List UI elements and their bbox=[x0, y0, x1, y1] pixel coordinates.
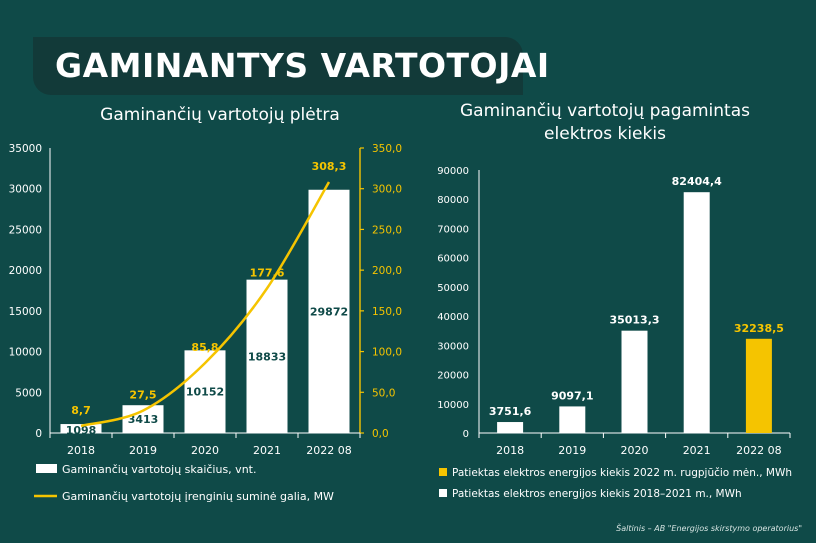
right-y-tick-label: 300,0 bbox=[372, 184, 402, 196]
right-x-tick-label: 2020 bbox=[621, 444, 649, 457]
right-y-tick-label: 20000 bbox=[437, 371, 469, 382]
left-y-tick-label: 5000 bbox=[15, 387, 42, 399]
capacity-label: 177,6 bbox=[250, 266, 285, 279]
right-bar bbox=[559, 406, 586, 433]
right-legend-label: Patiektas elektros energijos kiekis 2022… bbox=[452, 467, 792, 479]
right-y-tick-label: 10000 bbox=[437, 400, 469, 411]
right-bar bbox=[497, 422, 524, 433]
right-bar-label: 9097,1 bbox=[551, 389, 593, 402]
left-bar-label: 3413 bbox=[128, 413, 159, 426]
right-y-tick-label: 200,0 bbox=[372, 265, 402, 277]
right-legend-swatch bbox=[439, 468, 447, 476]
right-x-tick-label: 2022 08 bbox=[736, 444, 782, 457]
left-x-tick-label: 2021 bbox=[253, 444, 281, 457]
left-y-tick-label: 15000 bbox=[9, 306, 42, 318]
right-x-tick-label: 2019 bbox=[558, 444, 586, 457]
left-bar-label: 29872 bbox=[310, 305, 348, 318]
capacity-label: 85,8 bbox=[191, 341, 218, 354]
left-y-tick-label: 10000 bbox=[9, 347, 42, 359]
right-y-tick-label: 50,0 bbox=[372, 387, 395, 399]
right-y-tick-label: 0,0 bbox=[372, 428, 389, 440]
right-y-tick-label: 0 bbox=[463, 429, 469, 440]
left-legend-label-line: Gaminančių vartotojų įrenginių suminė ga… bbox=[62, 490, 334, 503]
capacity-label: 8,7 bbox=[71, 404, 91, 417]
right-chart-title: Gaminančių vartotojų pagamintas elektros… bbox=[459, 101, 750, 144]
left-bar bbox=[308, 189, 350, 433]
right-legend-swatch bbox=[439, 489, 447, 497]
right-y-tick-label: 70000 bbox=[437, 224, 469, 235]
left-x-tick-label: 2018 bbox=[67, 444, 95, 457]
right-bar-label: 3751,6 bbox=[489, 405, 532, 418]
right-y-tick-label: 80000 bbox=[437, 195, 469, 206]
left-y-tick-label: 20000 bbox=[9, 265, 42, 277]
right-x-tick-label: 2021 bbox=[683, 444, 711, 457]
right-bar-label: 32238,5 bbox=[734, 322, 784, 335]
capacity-label: 308,3 bbox=[312, 160, 347, 173]
right-y-tick-label: 250,0 bbox=[372, 224, 402, 236]
source-note: Šaltinis – AB "Energijos skirstymo opera… bbox=[616, 524, 802, 533]
right-x-tick-label: 2018 bbox=[496, 444, 524, 457]
title-banner bbox=[33, 37, 523, 95]
left-x-tick-label: 2019 bbox=[129, 444, 157, 457]
left-bar bbox=[246, 279, 288, 433]
right-y-tick-label: 350,0 bbox=[372, 143, 402, 155]
right-y-tick-label: 50000 bbox=[437, 283, 469, 294]
right-y-tick-label: 100,0 bbox=[372, 347, 402, 359]
left-y-tick-label: 35000 bbox=[9, 143, 42, 155]
capacity-line bbox=[80, 181, 331, 428]
page-title: GAMINANTYS VARTOTOJAI bbox=[55, 46, 550, 85]
left-legend-swatch-bars bbox=[36, 464, 57, 473]
right-bar bbox=[745, 338, 772, 433]
left-y-tick-label: 30000 bbox=[9, 184, 42, 196]
right-bar-label: 82404,4 bbox=[672, 175, 722, 188]
left-bar-label: 18833 bbox=[248, 350, 286, 363]
left-bar bbox=[60, 424, 102, 433]
left-y-tick-label: 25000 bbox=[9, 224, 42, 236]
right-bar bbox=[621, 330, 648, 433]
right-bar bbox=[683, 192, 710, 433]
right-y-tick-label: 90000 bbox=[437, 166, 469, 177]
left-x-tick-label: 2020 bbox=[191, 444, 219, 457]
left-x-tick-label: 2022 08 bbox=[306, 444, 352, 457]
left-legend-label-bars: Gaminančių vartotojų skaičius, vnt. bbox=[62, 463, 256, 476]
left-y-tick-label: 0 bbox=[35, 428, 42, 440]
right-y-tick-label: 150,0 bbox=[372, 306, 402, 318]
left-bar-label: 10152 bbox=[186, 386, 224, 399]
right-y-tick-label: 60000 bbox=[437, 254, 469, 265]
left-bar-label: 1098 bbox=[66, 424, 97, 437]
right-legend-label: Patiektas elektros energijos kiekis 2018… bbox=[452, 488, 742, 500]
right-bar-label: 35013,3 bbox=[609, 314, 659, 327]
left-chart-title: Gaminančių vartotojų plėtra bbox=[100, 105, 340, 125]
right-y-tick-label: 40000 bbox=[437, 312, 469, 323]
right-y-tick-label: 30000 bbox=[437, 341, 469, 352]
capacity-label: 27,5 bbox=[129, 389, 156, 402]
